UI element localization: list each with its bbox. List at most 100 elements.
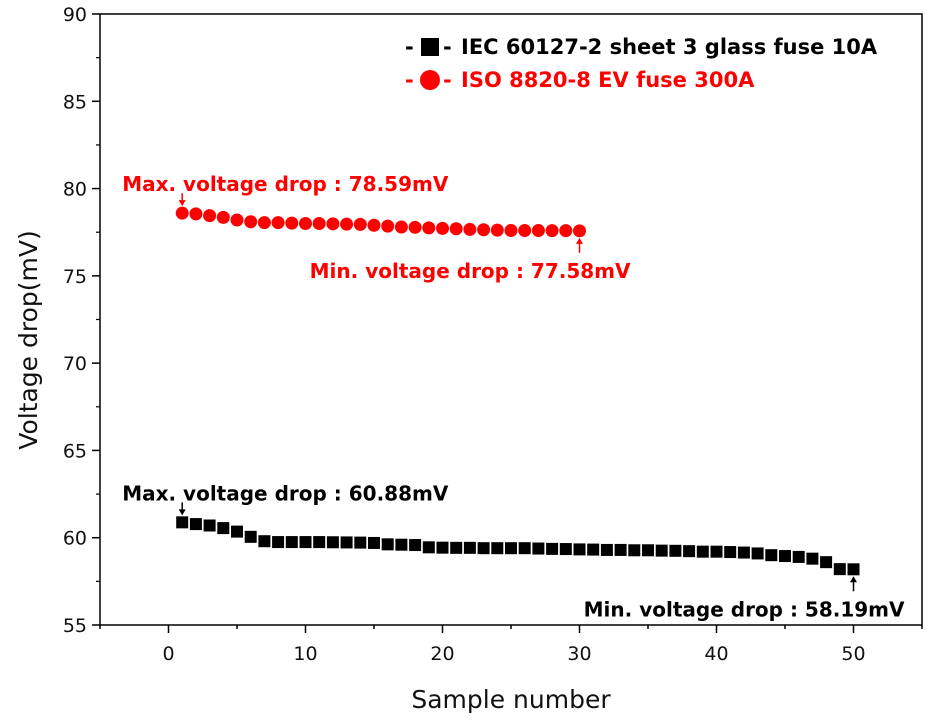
data-point-square	[600, 543, 613, 556]
data-point-square	[477, 542, 490, 555]
data-point-square	[806, 552, 819, 565]
data-point-circle	[436, 221, 449, 235]
data-point-circle	[203, 209, 217, 223]
annotation-label: Min. voltage drop : 77.58mV	[310, 259, 631, 283]
data-point-square	[395, 538, 408, 551]
y-tick-label: 65	[63, 440, 87, 462]
data-point-square	[710, 545, 723, 558]
legend-prefix: -	[405, 68, 414, 92]
data-point-square	[669, 544, 682, 557]
data-point-square	[422, 541, 435, 554]
x-tick-label: 40	[704, 643, 728, 665]
data-point-square	[779, 550, 791, 563]
data-point-circle	[257, 216, 271, 230]
y-tick-label: 55	[63, 615, 87, 637]
legend-item-1: - - IEC 60127-2 sheet 3 glass fuse 10A	[405, 35, 878, 59]
data-point-circle	[353, 217, 367, 231]
annotation-3: Max. voltage drop : 60.88mV	[122, 481, 449, 516]
data-point-circle	[271, 216, 285, 230]
annotation-label: Max. voltage drop : 78.59mV	[122, 172, 449, 196]
data-point-square	[737, 546, 750, 559]
data-point-square	[655, 544, 668, 557]
annotation-layer: Max. voltage drop : 78.59mV Min. voltage …	[122, 172, 905, 621]
data-point-circle	[477, 223, 491, 237]
data-point-square	[833, 563, 846, 576]
data-point-square	[683, 545, 696, 558]
data-point-square	[847, 563, 860, 576]
data-point-circle	[394, 220, 408, 234]
legend-marker-square	[421, 38, 439, 56]
data-point-circle	[449, 222, 463, 236]
data-point-square	[272, 536, 285, 549]
annotation-arrow-head	[850, 576, 857, 583]
data-point-square	[409, 539, 422, 552]
series-1	[176, 516, 860, 576]
annotation-1: Max. voltage drop : 78.59mV	[122, 172, 449, 207]
data-point-square	[244, 530, 257, 543]
y-tick-label: 80	[63, 179, 87, 201]
x-axis: 0 10 20 30 40 50	[99, 625, 923, 665]
data-point-square	[176, 516, 189, 529]
data-point-circle	[504, 223, 518, 237]
y-tick-label: 60	[63, 528, 87, 550]
y-tick-label: 90	[63, 4, 87, 26]
data-point-square	[628, 544, 641, 557]
annotation-arrow-head	[178, 509, 186, 516]
legend-item-2: - - ISO 8820-8 EV fuse 300A	[405, 68, 755, 92]
data-point-circle	[340, 217, 354, 231]
data-point-circle	[367, 218, 381, 232]
data-point-square	[436, 541, 449, 554]
y-tick-label: 85	[63, 91, 87, 113]
data-point-square	[463, 541, 476, 554]
data-point-circle	[312, 216, 326, 230]
x-tick-label: 0	[162, 643, 174, 665]
data-point-square	[354, 536, 367, 549]
data-point-square	[820, 556, 833, 569]
data-point-circle	[381, 219, 395, 233]
series-2	[175, 206, 586, 238]
data-point-square	[231, 525, 243, 538]
data-point-circle	[463, 222, 477, 236]
legend-label: ISO 8820-8 EV fuse 300A	[461, 68, 755, 92]
data-point-square	[587, 543, 600, 556]
data-point-square	[326, 536, 339, 549]
data-point-square	[450, 541, 463, 554]
data-point-square	[491, 542, 504, 555]
data-point-circle	[422, 221, 436, 235]
y-tick-label: 70	[63, 353, 87, 375]
data-point-circle	[299, 216, 312, 230]
data-point-square	[340, 536, 353, 549]
data-point-circle	[216, 210, 230, 224]
data-point-square	[573, 543, 586, 556]
data-point-square	[313, 536, 326, 549]
annotation-arrow-head	[178, 200, 186, 207]
data-point-square	[532, 542, 545, 555]
data-point-square	[724, 546, 737, 559]
annotation-arrow-head	[576, 237, 583, 244]
data-point-square	[614, 543, 627, 556]
data-point-circle	[175, 206, 189, 220]
data-point-square	[751, 547, 764, 560]
data-point-square	[299, 536, 312, 549]
data-point-circle	[490, 223, 504, 237]
data-point-square	[518, 542, 531, 555]
data-point-circle	[573, 224, 586, 238]
data-point-square	[381, 538, 394, 551]
annotation-4: Min. voltage drop : 58.19mV	[584, 576, 905, 621]
legend-prefix: -	[405, 35, 414, 59]
annotation-2: Min. voltage drop : 77.58mV	[310, 237, 631, 283]
x-tick-label: 50	[841, 643, 865, 665]
x-tick-label: 20	[430, 643, 454, 665]
data-point-square	[189, 518, 202, 531]
data-point-square	[792, 550, 805, 563]
data-point-circle	[230, 213, 244, 227]
legend-suffix: -	[443, 68, 452, 92]
data-point-circle	[408, 220, 422, 234]
data-point-square	[368, 536, 380, 549]
data-point-circle	[559, 224, 573, 238]
data-point-square	[505, 542, 517, 555]
data-point-circle	[285, 216, 299, 230]
data-point-square	[546, 542, 559, 555]
data-point-circle	[531, 223, 545, 237]
